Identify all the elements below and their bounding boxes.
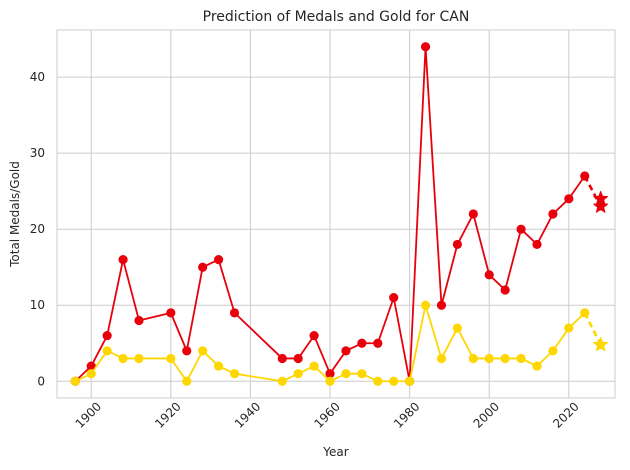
data-point bbox=[452, 239, 462, 250]
data-point bbox=[198, 262, 208, 272]
data-point bbox=[420, 42, 431, 52]
data-point bbox=[134, 315, 144, 326]
x-tick-label: 1960 bbox=[311, 399, 342, 430]
data-point bbox=[405, 376, 415, 386]
data-point bbox=[86, 369, 96, 379]
y-tick-label: 20 bbox=[30, 222, 45, 236]
data-point bbox=[293, 369, 303, 379]
x-tick-label: 2020 bbox=[550, 399, 581, 430]
y-tick-label: 30 bbox=[30, 146, 45, 160]
y-tick-label: 10 bbox=[30, 298, 45, 312]
data-point bbox=[389, 376, 399, 386]
data-point bbox=[373, 338, 383, 348]
data-point bbox=[325, 369, 335, 379]
data-point bbox=[277, 376, 287, 386]
y-tick-label: 40 bbox=[30, 70, 45, 84]
plot-frame bbox=[56, 29, 616, 399]
data-point bbox=[532, 239, 542, 250]
data-point bbox=[229, 369, 240, 379]
data-point bbox=[436, 353, 447, 364]
data-point bbox=[166, 308, 176, 318]
y-tick-label: 0 bbox=[37, 374, 45, 388]
data-point bbox=[357, 338, 367, 348]
x-tick-label: 2000 bbox=[471, 399, 502, 430]
data-point bbox=[373, 376, 383, 386]
data-point bbox=[532, 361, 542, 371]
data-point bbox=[293, 353, 303, 364]
prediction-star-marker bbox=[593, 336, 609, 352]
data-point bbox=[102, 346, 112, 356]
series-line bbox=[74, 45, 586, 383]
data-point bbox=[325, 376, 335, 386]
data-point bbox=[213, 255, 224, 265]
x-tick-label: 1980 bbox=[391, 399, 422, 430]
x-tick-label: 1940 bbox=[232, 399, 263, 430]
data-point bbox=[580, 308, 590, 318]
data-point bbox=[357, 369, 367, 379]
data-point bbox=[198, 346, 208, 356]
data-point bbox=[580, 171, 590, 181]
y-axis-label: Total Medals/Gold bbox=[8, 161, 22, 268]
prediction-line bbox=[583, 312, 602, 346]
prediction-line bbox=[583, 175, 602, 207]
x-axis-ticks: 1900 1920 1940 1960 1980 2000 2020 bbox=[73, 399, 582, 430]
data-point bbox=[436, 300, 447, 310]
x-tick-label: 1920 bbox=[152, 399, 183, 430]
data-point bbox=[118, 353, 128, 364]
data-point bbox=[341, 346, 351, 356]
x-tick-label: 1900 bbox=[73, 399, 104, 430]
data-point bbox=[500, 285, 510, 295]
data-point bbox=[182, 346, 192, 356]
data-point bbox=[564, 194, 574, 204]
data-point bbox=[389, 293, 399, 303]
data-point bbox=[564, 323, 574, 333]
data-point bbox=[118, 255, 128, 265]
data-point bbox=[309, 331, 319, 341]
data-point bbox=[516, 353, 526, 364]
data-point bbox=[102, 331, 112, 341]
x-axis-label: Year bbox=[322, 445, 348, 459]
data-point bbox=[213, 361, 224, 371]
data-point bbox=[134, 353, 144, 364]
series-layer bbox=[70, 42, 609, 386]
data-point bbox=[452, 323, 462, 333]
prediction-star-marker bbox=[593, 198, 609, 213]
data-point bbox=[70, 376, 80, 386]
y-axis-ticks: 0 10 20 30 40 bbox=[30, 70, 45, 388]
data-point bbox=[484, 270, 494, 280]
data-point bbox=[277, 353, 287, 364]
data-point bbox=[468, 209, 478, 219]
data-point bbox=[484, 353, 494, 364]
series-1 bbox=[70, 300, 609, 386]
data-point bbox=[166, 353, 176, 364]
data-point bbox=[341, 369, 351, 379]
data-point bbox=[182, 376, 192, 386]
data-point bbox=[86, 361, 96, 371]
plot-background bbox=[57, 30, 615, 398]
data-point bbox=[500, 353, 510, 364]
data-point bbox=[229, 308, 240, 318]
data-point bbox=[468, 353, 478, 364]
data-point bbox=[548, 209, 558, 219]
data-point bbox=[548, 346, 558, 356]
data-point bbox=[309, 361, 319, 371]
data-point bbox=[516, 224, 526, 234]
data-point bbox=[420, 300, 431, 310]
series-0 bbox=[70, 42, 609, 386]
chart-title: Prediction of Medals and Gold for CAN bbox=[203, 9, 470, 25]
